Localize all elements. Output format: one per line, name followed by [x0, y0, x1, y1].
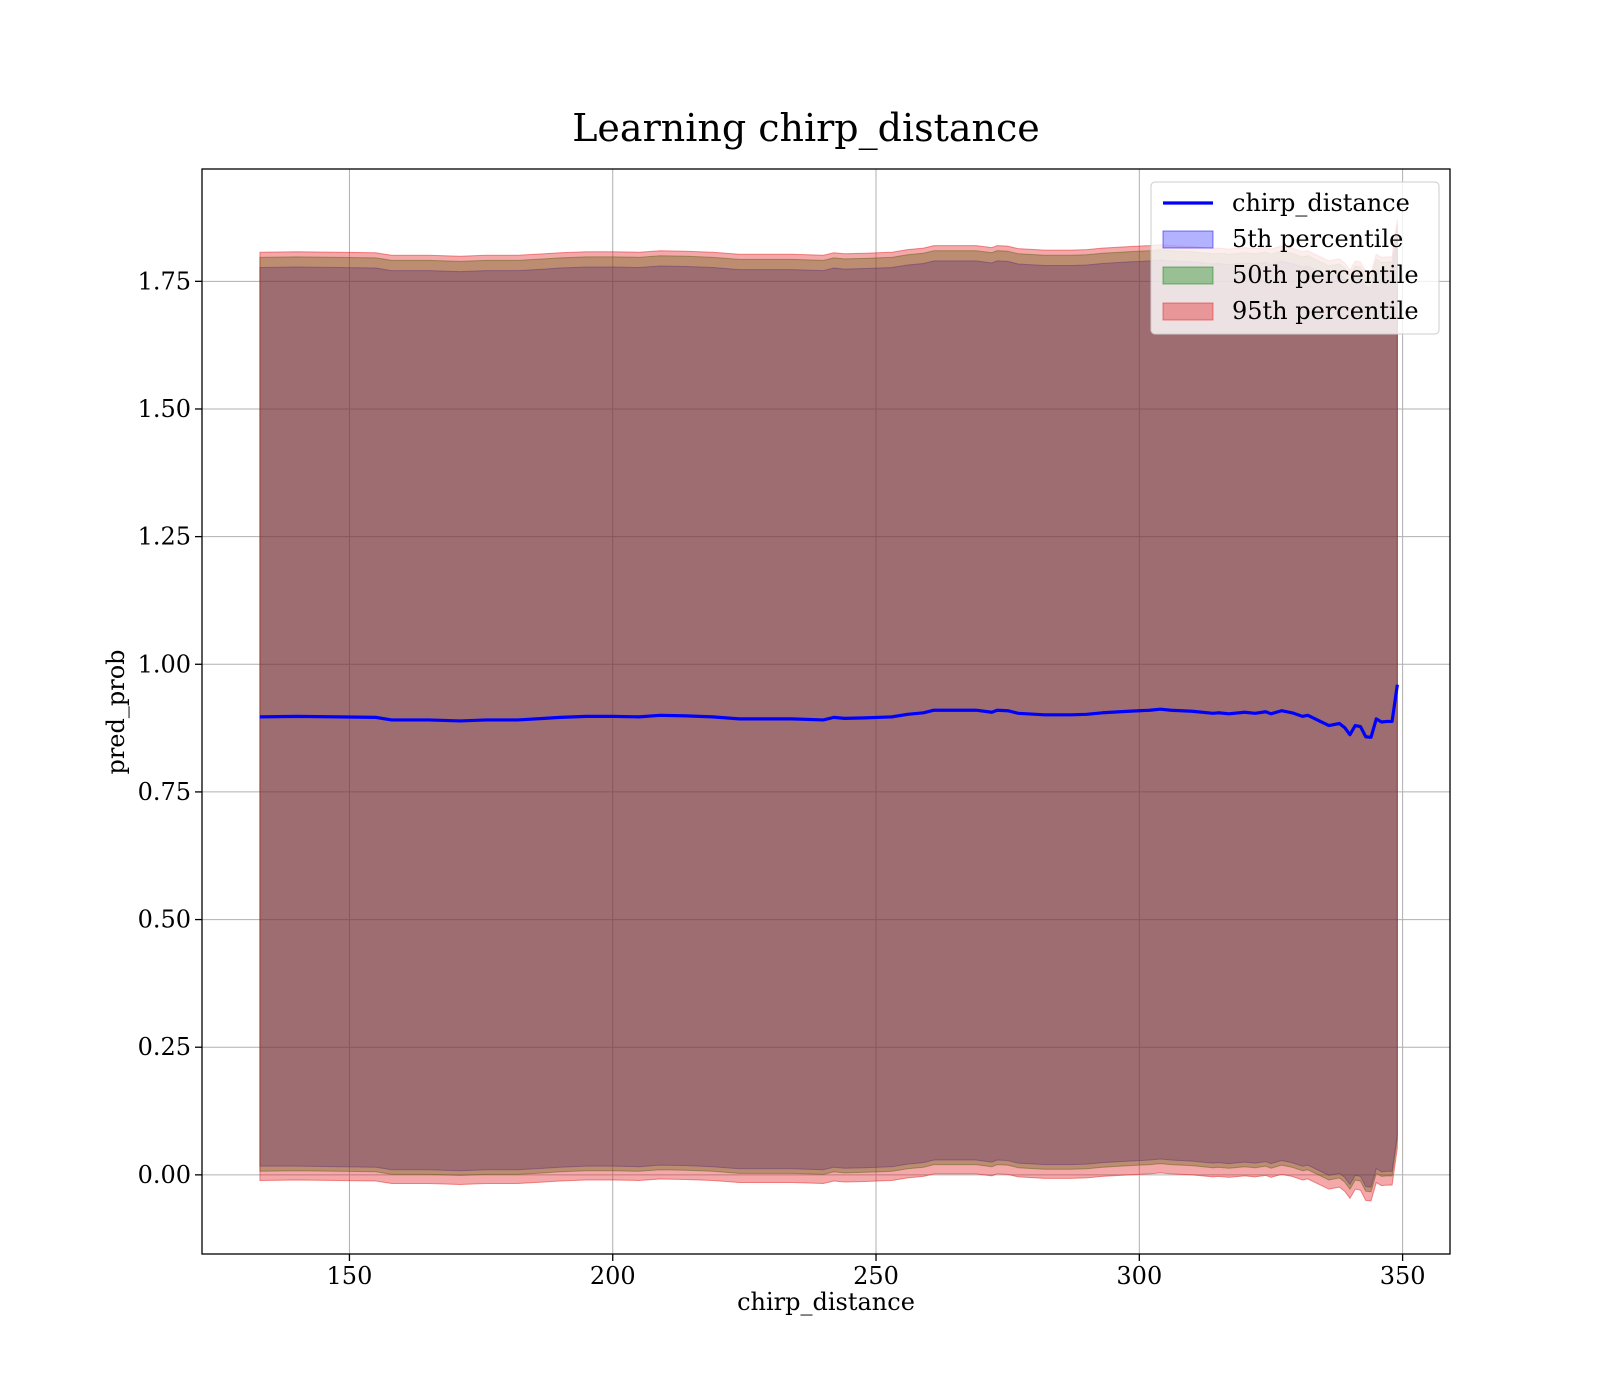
legend-entry-label: chirp_distance [1232, 189, 1410, 217]
band-95th-percentile [259, 219, 1398, 1202]
y-tick-label: 0.25 [138, 1033, 191, 1061]
y-axis-label: pred_prob [102, 649, 130, 774]
y-tick-label: 1.75 [138, 267, 191, 295]
percentile-bands [259, 219, 1398, 1202]
legend-entry-label: 95th percentile [1232, 297, 1419, 325]
x-tick-label: 300 [1116, 1262, 1162, 1290]
x-tick-label: 200 [590, 1262, 636, 1290]
legend-patch-swatch [1162, 230, 1214, 249]
legend: chirp_distance 5th percentile 50th percent… [1150, 181, 1440, 335]
x-tick-label: 250 [853, 1262, 899, 1290]
legend-entry-label: 50th percentile [1232, 261, 1419, 289]
x-tick-label: 150 [327, 1262, 373, 1290]
x-tick-label: 350 [1380, 1262, 1426, 1290]
series-lines [259, 684, 1399, 739]
x-axis-label: chirp_distance [737, 1288, 915, 1316]
y-tick-label: 0.50 [138, 906, 191, 934]
series-line-chirp-distance [259, 684, 1399, 739]
band-5th-percentile [259, 235, 1398, 1188]
y-tick-label: 0.00 [138, 1161, 191, 1189]
y-tick-label: 0.75 [138, 778, 191, 806]
x-axis-ticks: 150 200 250 300 350 [327, 1254, 1426, 1290]
chart-title: Learning chirp_distance [572, 106, 1040, 151]
y-tick-label: 1.00 [138, 650, 191, 678]
y-tick-label: 1.50 [138, 395, 191, 423]
legend-patch-swatch [1162, 266, 1214, 285]
legend-entry-label: 5th percentile [1232, 225, 1403, 253]
y-axis-ticks: 0.00 0.25 0.50 0.75 1.00 1.25 1.50 1.75 [138, 267, 202, 1189]
band-50th-percentile [259, 225, 1398, 1193]
legend-patch-swatch [1162, 302, 1214, 321]
plot-frame [201, 168, 1451, 1255]
y-tick-label: 1.25 [138, 523, 191, 551]
grid [202, 169, 1450, 1254]
legend-box [1150, 181, 1440, 335]
